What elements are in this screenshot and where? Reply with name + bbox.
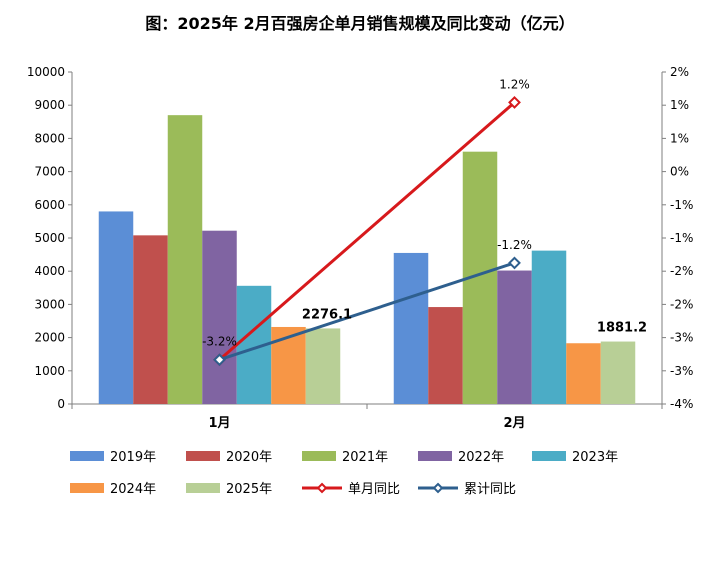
line-value-label: 1.2% xyxy=(499,77,530,91)
legend-label: 2023年 xyxy=(572,450,618,465)
y-right-tick-label: -4% xyxy=(670,397,693,411)
line-累计同比 xyxy=(219,261,515,362)
bar-value-label: 1881.2 xyxy=(597,321,647,336)
y-right-tick-label: -2% xyxy=(670,297,693,311)
y-left-tick-label: 1000 xyxy=(34,364,65,378)
legend-marker-累计同比 xyxy=(432,482,444,494)
y-right-tick-label: -1% xyxy=(670,198,693,212)
line-series xyxy=(213,96,521,367)
bar-2020年 xyxy=(133,235,168,404)
y-left-tick-label: 4000 xyxy=(34,264,65,278)
legend-swatch-2021年 xyxy=(302,451,336,461)
legend-label: 单月同比 xyxy=(348,482,400,497)
line-point-单月同比 xyxy=(508,96,521,109)
y-left-tick-label: 8000 xyxy=(34,131,65,145)
y-right-tick-label: 0% xyxy=(670,165,689,179)
legend-label: 2025年 xyxy=(226,482,272,497)
y-right-tick-label: 2% xyxy=(670,65,689,79)
bar-2022年 xyxy=(202,230,237,404)
legend-label: 2020年 xyxy=(226,450,272,465)
legend: 2019年 2020年 2021年 2022年 2023年 2024年 2025年 单月同比 累… xyxy=(70,450,618,497)
bar-2020年 xyxy=(428,307,463,404)
y-right-tick-label: 1% xyxy=(670,131,689,145)
x-category-label: 1月 xyxy=(208,416,230,431)
legend-swatch-2023年 xyxy=(532,451,566,461)
legend-swatch-2025年 xyxy=(186,483,220,493)
bar-2022年 xyxy=(497,270,532,404)
bar-2023年 xyxy=(531,250,567,404)
y-left-tick-label: 6000 xyxy=(34,198,65,212)
axes: 0 1000 2000 3000 4000 5000 6000 7000 8000 9000 100… xyxy=(27,65,694,431)
line-value-label: -1.2% xyxy=(497,238,532,252)
legend-marker-单月同比 xyxy=(316,482,328,494)
y-left-tick-label: 3000 xyxy=(34,297,65,311)
y-left-tick-label: 10000 xyxy=(27,65,65,79)
y-left-tick-label: 2000 xyxy=(34,331,65,345)
y-right-tick-label: -1% xyxy=(670,231,693,245)
y-right-tick-label: -3% xyxy=(670,331,693,345)
line-point-累计同比 xyxy=(213,353,226,367)
x-category-label: 2月 xyxy=(503,416,525,431)
legend-label: 累计同比 xyxy=(464,482,516,497)
legend-swatch-2024年 xyxy=(70,483,104,493)
bar-2019年 xyxy=(393,252,429,404)
y-left-tick-label: 0 xyxy=(57,397,65,411)
y-left-tick-label: 9000 xyxy=(34,98,65,112)
y-right-tick-label: 1% xyxy=(670,98,689,112)
bar-2021年 xyxy=(167,115,203,404)
bar-2025年 xyxy=(600,341,636,404)
line-value-label: -3.2% xyxy=(202,335,237,349)
legend-label: 2019年 xyxy=(110,450,156,465)
data-labels: 2276.1 1881.2 1.2% -3.2% -1.2% xyxy=(202,77,647,348)
bar-2025年 xyxy=(305,328,341,404)
y-right-tick-label: -3% xyxy=(670,364,693,378)
y-left-tick-label: 7000 xyxy=(34,165,65,179)
legend-label: 2021年 xyxy=(342,450,388,465)
y-left-tick-label: 5000 xyxy=(34,231,65,245)
bar-2024年 xyxy=(566,343,601,404)
legend-label: 2024年 xyxy=(110,482,156,497)
legend-label: 2022年 xyxy=(458,450,504,465)
bar-2019年 xyxy=(98,211,134,404)
bars xyxy=(98,115,636,404)
line-point-累计同比 xyxy=(508,256,521,270)
y-right-tick-label: -2% xyxy=(670,264,693,278)
legend-swatch-2022年 xyxy=(418,451,452,461)
chart-title: 图：2025年 2月百强房企单月销售规模及同比变动（亿元） xyxy=(145,14,574,33)
legend-swatch-2019年 xyxy=(70,451,104,461)
legend-swatch-2020年 xyxy=(186,451,220,461)
bar-value-label: 2276.1 xyxy=(302,307,352,322)
line-单月同比 xyxy=(218,101,516,361)
